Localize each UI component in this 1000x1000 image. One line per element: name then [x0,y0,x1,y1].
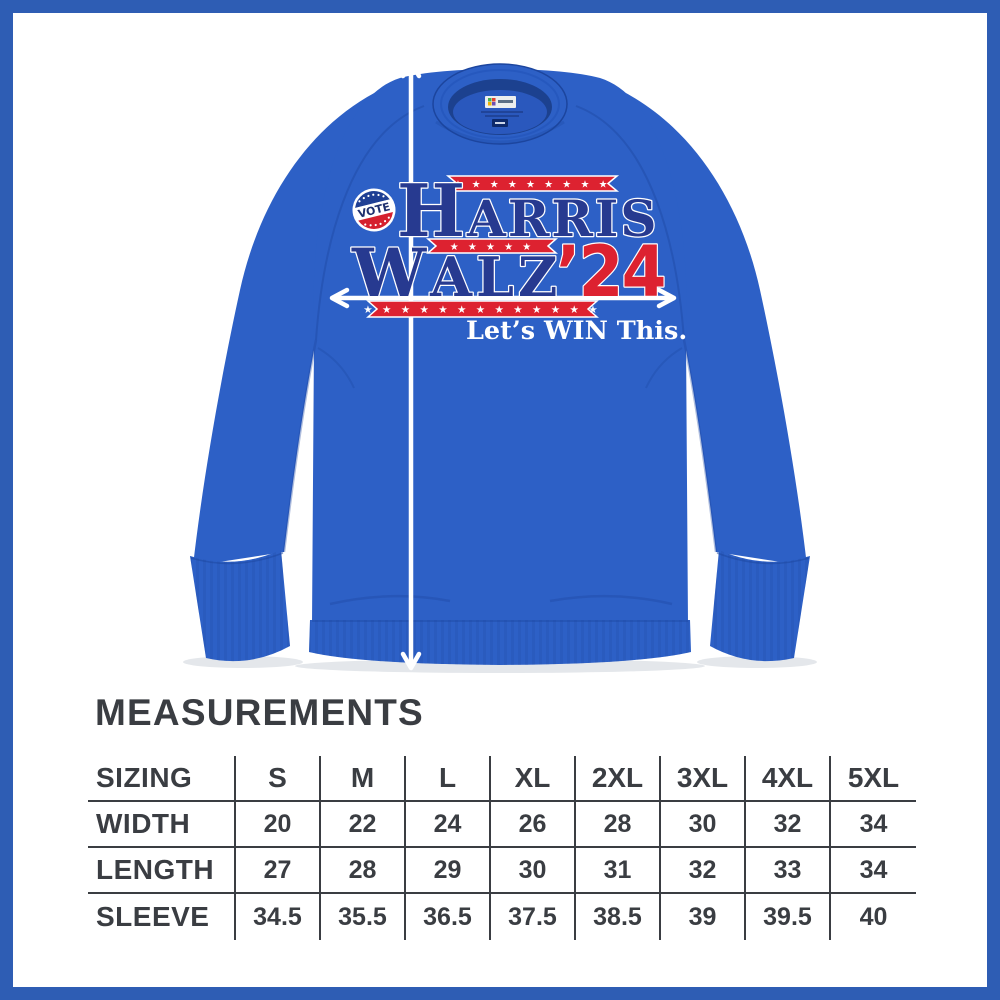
table-cell: 32 [746,802,831,846]
size-col-header: 4XL [746,756,831,800]
size-col-header: 3XL [661,756,746,800]
row-header-width: WIDTH [88,802,236,846]
design-line2: WALZ [351,234,561,312]
banner-middle: ★ ★ ★ ★ ★ [426,238,558,254]
banner-middle-stars: ★ ★ ★ ★ ★ [450,242,535,253]
measurements-title: MEASUREMENTS [95,692,424,733]
row-header-length: LENGTH [88,848,236,892]
size-chart-table: SIZING S M L XL 2XL 3XL 4XL 5XL WIDTH 20… [88,756,916,940]
table-cell: 32 [661,848,746,892]
table-cell: 30 [661,802,746,846]
table-cell: 38.5 [576,894,661,940]
table-cell: 27 [236,848,321,892]
table-cell: 29 [406,848,491,892]
table-cell: 33 [746,848,831,892]
size-col-header: 2XL [576,756,661,800]
table-row-sleeve: SLEEVE 34.5 35.5 36.5 37.5 38.5 39 39.5 … [88,894,916,940]
table-cell: 28 [576,802,661,846]
neck-label [481,96,523,127]
table-cell: 34 [859,855,888,884]
table-cell: 24 [406,802,491,846]
size-col-header: M [321,756,406,800]
table-cell: 39 [661,894,746,940]
row-header-sleeve: SLEEVE [88,894,236,940]
vote-pin-icon: VOTE [350,186,398,234]
table-cell: 26 [491,802,576,846]
size-col-header: L [406,756,491,800]
table-row-sizing: SIZING S M L XL 2XL 3XL 4XL 5XL [88,756,916,802]
size-col-header: XL [491,756,576,800]
table-cell: 35.5 [321,894,406,940]
size-col-header: 5XL [847,762,900,793]
table-row-length: LENGTH 27 28 29 30 31 32 33 34 [88,848,916,894]
row-header-sizing: SIZING [88,756,236,800]
sweatshirt-mockup: VOTE ★ ★ ★ ★ ★ ★ ★ ★ ★ HARRIS ★ ★ ★ ★ ★ … [183,59,817,673]
design-year: ’24 [556,231,665,312]
design-tagline: Let’s WIN This. [466,316,687,346]
table-cell: 22 [321,802,406,846]
harris-walz-design: VOTE ★ ★ ★ ★ ★ ★ ★ ★ ★ HARRIS ★ ★ ★ ★ ★ … [350,167,687,346]
table-cell: 36.5 [406,894,491,940]
table-cell: 34 [859,809,888,838]
table-cell: 34.5 [236,894,321,940]
banner-top-stars: ★ ★ ★ ★ ★ ★ ★ ★ ★ [453,180,610,191]
banner-top: ★ ★ ★ ★ ★ ★ ★ ★ ★ [445,175,620,192]
length-arrow [400,59,422,671]
table-cell: 37.5 [491,894,576,940]
banner-bottom-stars: ★ ★ ★ ★ ★ ★ ★ ★ ★ ★ ★ ★ ★ [363,304,600,316]
shadow [295,659,705,673]
table-cell: 40 [859,902,888,931]
table-cell: 20 [236,802,321,846]
banner-bottom: ★ ★ ★ ★ ★ ★ ★ ★ ★ ★ ★ ★ ★ [363,300,600,318]
rib-texture [190,550,810,665]
width-arrow [329,287,677,309]
table-cell: 28 [321,848,406,892]
fabric-wrinkles [282,105,718,606]
table-cell: 31 [576,848,661,892]
table-cell: 39.5 [746,894,831,940]
table-cell: 30 [491,848,576,892]
size-col-header: S [236,756,321,800]
table-row-width: WIDTH 20 22 24 26 28 30 32 34 [88,802,916,848]
